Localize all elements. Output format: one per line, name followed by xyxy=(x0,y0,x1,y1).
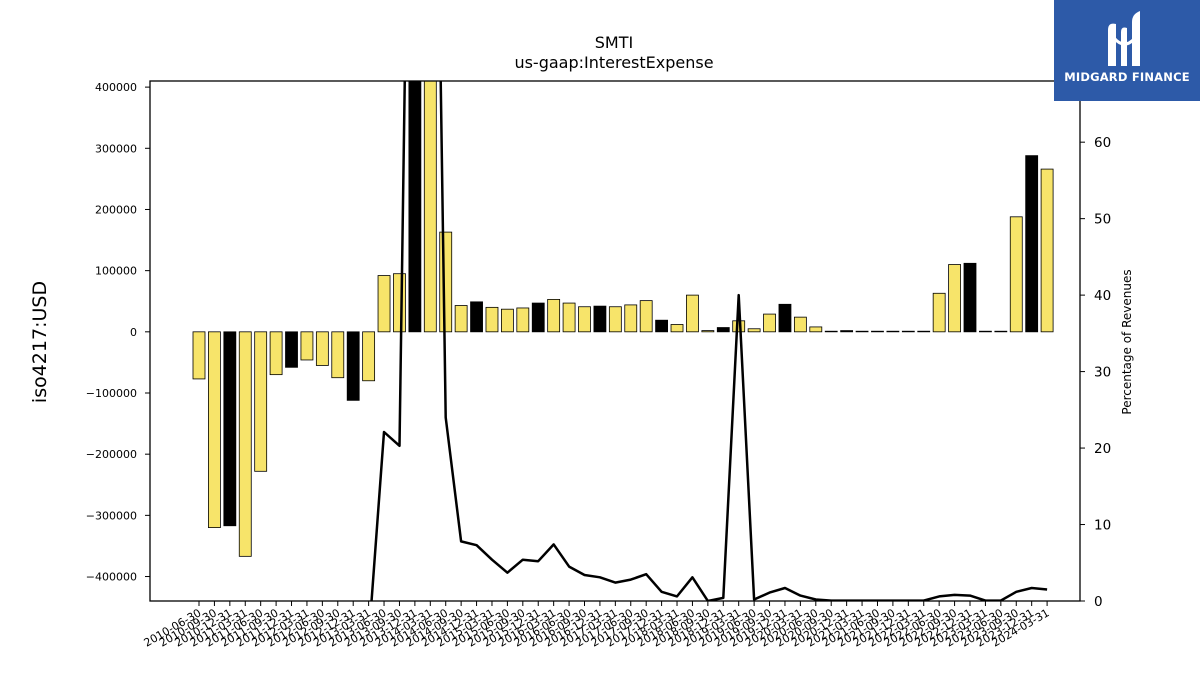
bar-2020-03-31 xyxy=(793,316,807,333)
y-tick-label: −300000 xyxy=(86,509,137,522)
y2-tick-label: 60 xyxy=(1094,135,1111,151)
bar-2019-09-30 xyxy=(763,313,776,333)
bar-2021-03-31 xyxy=(855,330,869,333)
y-tick-label: −100000 xyxy=(86,387,137,400)
midgard-finance-logo: MIDGARD FINANCE xyxy=(1054,0,1200,101)
bar-2010-09-30 xyxy=(208,331,221,528)
bar-2018-03-31 xyxy=(670,324,684,333)
y-tick-label: 400000 xyxy=(95,81,137,94)
bar-2024-03-31 xyxy=(1040,168,1054,333)
bar-2019-12-31 xyxy=(778,303,792,333)
bar-2017-06-30 xyxy=(624,304,638,333)
bar-2016-06-30 xyxy=(562,302,576,333)
bar-2012-12-31 xyxy=(346,331,360,401)
chart-title: SMTI xyxy=(595,33,633,52)
bar-2014-12-31 xyxy=(470,301,483,333)
bar-2013-06-30 xyxy=(377,275,391,333)
bar-2021-09-30 xyxy=(886,330,900,333)
bar-2020-09-30 xyxy=(824,330,838,333)
y-tick-label: 100000 xyxy=(95,265,137,278)
bar-2015-09-30 xyxy=(516,307,530,333)
bar-2017-09-30 xyxy=(639,300,653,333)
bar-2013-09-30 xyxy=(393,273,406,333)
chart-subtitle: us-gaap:InterestExpense xyxy=(514,53,713,72)
bar-2012-06-30 xyxy=(315,331,329,366)
bar-2020-06-30 xyxy=(809,326,823,333)
bar-2013-03-31 xyxy=(362,331,376,382)
bar-2011-03-31 xyxy=(238,331,252,557)
percentage-of-revenues-line xyxy=(370,81,1048,601)
bar-2022-03-31 xyxy=(917,330,931,333)
bar-2012-03-31 xyxy=(300,331,314,361)
midgard-logo-mark-icon xyxy=(1108,11,1140,67)
bar-2022-06-30 xyxy=(932,292,946,333)
y2-tick-label: 50 xyxy=(1094,212,1111,228)
y2-tick-label: 20 xyxy=(1094,441,1111,457)
bars-group xyxy=(192,81,1054,557)
bar-2016-09-30 xyxy=(578,306,591,333)
bar-2016-12-31 xyxy=(593,305,607,333)
bar-2014-03-31 xyxy=(423,81,437,333)
bar-2019-06-30 xyxy=(747,328,761,333)
y-tick-label: 200000 xyxy=(95,203,137,216)
bar-2018-09-30 xyxy=(701,330,715,333)
y-axis-label: iso4217:USD xyxy=(29,281,51,403)
bar-2012-09-30 xyxy=(331,331,345,379)
bar-2014-09-30 xyxy=(454,305,468,333)
bar-2015-03-31 xyxy=(485,306,499,333)
y-tick-label: 300000 xyxy=(95,142,137,155)
bar-2017-12-31 xyxy=(655,319,668,333)
bar-2014-06-30 xyxy=(439,231,453,333)
bar-2023-09-30 xyxy=(1009,216,1023,333)
bar-2010-12-31 xyxy=(223,331,237,527)
bar-2023-06-30 xyxy=(994,330,1008,333)
bar-2011-12-31 xyxy=(285,331,298,368)
y2-tick-label: 10 xyxy=(1094,518,1111,534)
bar-2018-12-31 xyxy=(716,327,730,333)
bar-2011-06-30 xyxy=(254,331,268,472)
percentage-line-group xyxy=(370,81,1048,601)
bar-2023-12-31 xyxy=(1025,155,1039,333)
bar-2015-12-31 xyxy=(531,302,545,333)
bar-2016-03-31 xyxy=(547,298,561,333)
bar-2011-09-30 xyxy=(269,331,283,376)
y2-tick-label: 30 xyxy=(1094,365,1111,381)
bar-2023-03-31 xyxy=(979,330,992,333)
bar-2018-06-30 xyxy=(686,294,699,333)
y2-axis-label: Percentage of Revenues xyxy=(1120,269,1134,414)
brand-name: MIDGARD FINANCE xyxy=(1064,70,1190,84)
bar-2022-09-30 xyxy=(948,264,961,333)
bar-2017-03-31 xyxy=(608,306,622,333)
bar-2015-06-30 xyxy=(500,308,514,333)
y-tick-label: −200000 xyxy=(86,448,137,461)
bar-2022-12-31 xyxy=(963,262,977,333)
y2-tick-label: 0 xyxy=(1094,594,1103,610)
bar-2021-12-31 xyxy=(901,330,915,333)
bar-2010-06-30 xyxy=(192,331,206,380)
y2-tick-label: 40 xyxy=(1094,288,1111,304)
bar-2013-12-31 xyxy=(408,81,422,333)
axes-group: 400000 300000 200000 100000 0 −100000 −200000 −… xyxy=(86,80,1111,650)
bar-2020-12-31 xyxy=(840,330,854,333)
y-tick-label: −400000 xyxy=(86,571,137,584)
bar-2021-06-30 xyxy=(871,330,884,333)
y-tick-label: 0 xyxy=(130,326,137,339)
bar-2019-03-31 xyxy=(732,320,746,333)
